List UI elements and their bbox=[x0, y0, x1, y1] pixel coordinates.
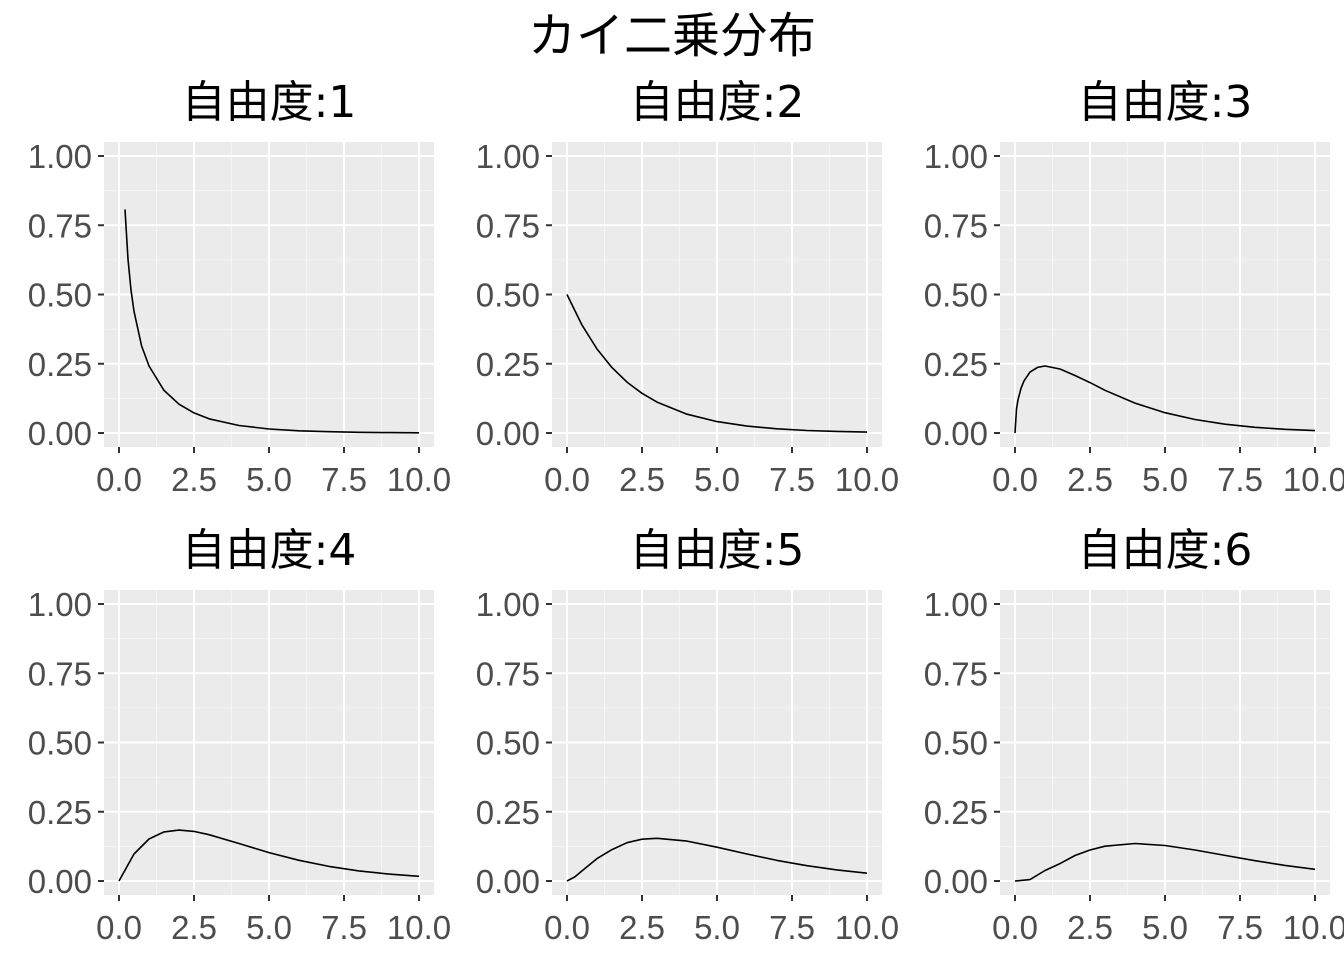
x-tick-label: 7.5 bbox=[1217, 909, 1263, 946]
y-tick-label: 1.00 bbox=[476, 138, 540, 175]
panel-df-6: 自由度:6 0.0 2.5 5.0 7.5 10.0 0.00 0.25 0.50 0.75 1.0… bbox=[924, 525, 1344, 946]
panels: 自由度:1 0.0 2.5 5.0 7.5 10.0 0.00 0.25 0.50 0.75 1.0… bbox=[28, 77, 1344, 946]
y-tick-label: 0.25 bbox=[28, 346, 92, 383]
y-tick-label: 0.75 bbox=[28, 207, 92, 244]
y-tick-label: 0.25 bbox=[28, 794, 92, 831]
panel-title: 自由度:2 bbox=[630, 77, 805, 128]
y-tick-label: 0.25 bbox=[476, 794, 540, 831]
panel-title: 自由度:1 bbox=[182, 77, 357, 128]
x-tick-label: 7.5 bbox=[321, 461, 367, 498]
density-line-df-1 bbox=[124, 209, 420, 434]
x-tick-label: 0.0 bbox=[96, 461, 142, 498]
x-tick-label: 5.0 bbox=[694, 909, 740, 946]
y-tick-label: 0.25 bbox=[476, 346, 540, 383]
x-tick-label: 7.5 bbox=[321, 909, 367, 946]
y-tick-label: 1.00 bbox=[28, 586, 92, 623]
x-tick-label: 2.5 bbox=[171, 909, 217, 946]
panel-title: 自由度:5 bbox=[630, 525, 805, 576]
x-tick-label: 5.0 bbox=[246, 461, 292, 498]
y-tick-label: 0.75 bbox=[924, 655, 988, 692]
x-tick-label: 2.5 bbox=[171, 461, 217, 498]
y-tick-label: 0.75 bbox=[28, 655, 92, 692]
panel-df-2: 自由度:2 0.0 2.5 5.0 7.5 10.0 0.00 0.25 0.50 0.75 1.0… bbox=[476, 77, 899, 498]
x-tick-label: 7.5 bbox=[769, 461, 815, 498]
y-tick-label: 0.00 bbox=[476, 863, 540, 900]
y-tick-label: 0.50 bbox=[476, 277, 540, 314]
y-tick-label: 0.50 bbox=[924, 277, 988, 314]
x-tick-label: 7.5 bbox=[769, 909, 815, 946]
panel-df-5: 自由度:5 0.0 2.5 5.0 7.5 10.0 0.00 0.25 0.50 0.75 1.0… bbox=[476, 525, 899, 946]
y-tick-label: 0.75 bbox=[476, 207, 540, 244]
x-tick-label: 0.0 bbox=[544, 461, 590, 498]
figure-title: カイ二乗分布 bbox=[528, 8, 816, 64]
panel-title: 自由度:3 bbox=[1078, 77, 1253, 128]
x-tick-label: 2.5 bbox=[1067, 461, 1113, 498]
panel-df-1: 自由度:1 0.0 2.5 5.0 7.5 10.0 0.00 0.25 0.50 0.75 1.0… bbox=[28, 77, 451, 498]
y-tick-label: 0.75 bbox=[476, 655, 540, 692]
y-tick-label: 0.00 bbox=[476, 415, 540, 452]
x-tick-label: 0.0 bbox=[992, 461, 1038, 498]
x-tick-label: 10.0 bbox=[835, 909, 899, 946]
x-tick-label: 10.0 bbox=[1283, 461, 1344, 498]
density-line-df-5 bbox=[566, 837, 868, 882]
y-tick-label: 0.25 bbox=[924, 794, 988, 831]
panel-df-3: 自由度:3 0.0 2.5 5.0 7.5 10.0 0.00 0.25 0.50 0.75 1.0… bbox=[924, 77, 1344, 498]
x-tick-label: 10.0 bbox=[1283, 909, 1344, 946]
y-tick-label: 1.00 bbox=[924, 586, 988, 623]
x-tick-label: 0.0 bbox=[544, 909, 590, 946]
x-tick-label: 10.0 bbox=[835, 461, 899, 498]
x-tick-label: 0.0 bbox=[992, 909, 1038, 946]
density-line-df-2 bbox=[566, 294, 868, 433]
y-tick-label: 0.00 bbox=[28, 415, 92, 452]
x-tick-label: 5.0 bbox=[694, 461, 740, 498]
density-line-df-4 bbox=[118, 829, 420, 882]
x-tick-label: 5.0 bbox=[1142, 909, 1188, 946]
y-tick-label: 1.00 bbox=[924, 138, 988, 175]
y-tick-label: 0.75 bbox=[924, 207, 988, 244]
y-tick-label: 0.50 bbox=[924, 725, 988, 762]
y-tick-label: 1.00 bbox=[476, 586, 540, 623]
x-tick-label: 2.5 bbox=[1067, 909, 1113, 946]
y-tick-label: 0.00 bbox=[924, 415, 988, 452]
density-line-df-3 bbox=[1014, 365, 1316, 434]
x-tick-label: 2.5 bbox=[619, 461, 665, 498]
x-tick-label: 5.0 bbox=[246, 909, 292, 946]
y-tick-label: 0.25 bbox=[924, 346, 988, 383]
density-line-df-6 bbox=[1014, 842, 1316, 882]
panel-title: 自由度:6 bbox=[1078, 525, 1253, 576]
y-tick-label: 0.00 bbox=[28, 863, 92, 900]
y-tick-label: 0.50 bbox=[476, 725, 540, 762]
y-tick-label: 0.50 bbox=[28, 277, 92, 314]
x-tick-label: 2.5 bbox=[619, 909, 665, 946]
panel-title: 自由度:4 bbox=[182, 525, 357, 576]
x-tick-label: 0.0 bbox=[96, 909, 142, 946]
x-tick-label: 10.0 bbox=[387, 909, 451, 946]
panel-df-4: 自由度:4 0.0 2.5 5.0 7.5 10.0 0.00 0.25 0.50 0.75 1.0… bbox=[28, 525, 451, 946]
y-tick-label: 0.00 bbox=[924, 863, 988, 900]
x-tick-label: 7.5 bbox=[1217, 461, 1263, 498]
x-tick-label: 5.0 bbox=[1142, 461, 1188, 498]
y-tick-label: 0.50 bbox=[28, 725, 92, 762]
y-tick-label: 1.00 bbox=[28, 138, 92, 175]
x-tick-label: 10.0 bbox=[387, 461, 451, 498]
